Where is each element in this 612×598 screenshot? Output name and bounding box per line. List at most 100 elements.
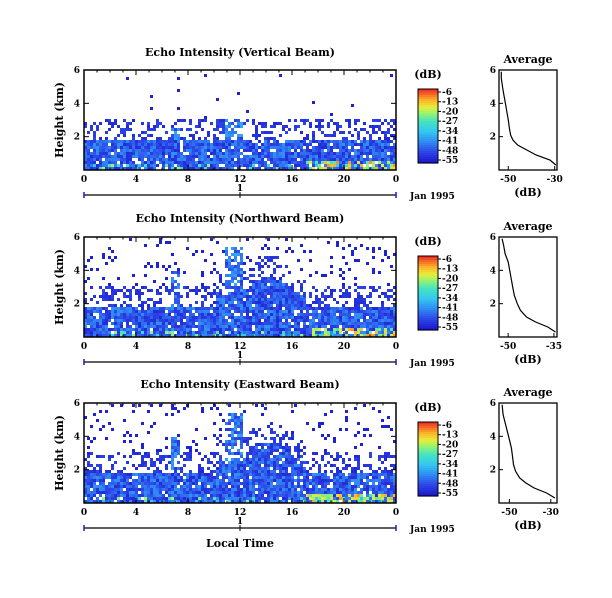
heatmap-cell [264,295,267,298]
heatmap-cell [123,334,126,337]
heatmap-cell [363,146,366,149]
heatmap-cell [114,292,117,295]
heatmap-cell [261,473,264,476]
heatmap-cell [117,470,120,473]
heatmap-cell [336,485,339,488]
heatmap-cell [267,322,270,325]
heatmap-cell [84,152,87,155]
heatmap-cell [165,464,168,467]
heatmap-cell [246,437,249,440]
heatmap-cell [207,500,210,503]
heatmap-cell [207,155,210,158]
colorbar-segment [418,113,438,116]
heatmap-cell [123,295,126,298]
heatmap-cell [264,322,267,325]
heatmap-cell [153,140,156,143]
heatmap-cell [303,482,306,485]
heatmap-cell [351,155,354,158]
heatmap-cell [225,164,228,167]
heatmap-cell [252,161,255,164]
heatmap-cell [204,322,207,325]
heatmap-cell [231,131,234,134]
heatmap-cell [93,467,96,470]
heatmap-cell [339,131,342,134]
heatmap-cell [372,158,375,161]
heatmap-cell [201,146,204,149]
heatmap-cell [132,313,135,316]
heatmap-cell [291,158,294,161]
heatmap-cell [171,488,174,491]
colorbar-segment [418,129,438,132]
heatmap-cell [348,313,351,316]
heatmap-cell [252,295,255,298]
heatmap-cell [228,262,231,265]
heatmap-cell [267,473,270,476]
heatmap-cell [171,404,174,407]
colorbar-segment [418,256,438,259]
heatmap-cell [84,149,87,152]
heatmap-cell [288,455,291,458]
heatmap-cell [336,500,339,503]
heatmap-cell [129,491,132,494]
heatmap-cell [192,313,195,316]
heatmap-cell [111,310,114,313]
heatmap-cell [126,307,129,310]
heatmap-cell [228,482,231,485]
heatmap-cell [279,446,282,449]
heatmap-cell [324,316,327,319]
heatmap-cell [288,488,291,491]
heatmap-cell [114,473,117,476]
heatmap-cell [303,316,306,319]
heatmap-cell [261,313,264,316]
heatmap-cell [96,479,99,482]
heatmap-cell [108,485,111,488]
heatmap-cell [204,158,207,161]
heatmap-cell [384,473,387,476]
heatmap-cell [138,298,141,301]
heatmap-cell [384,467,387,470]
heatmap-cell [291,473,294,476]
heatmap-cell [321,313,324,316]
profile-frame [498,402,558,504]
heatmap-cells [84,404,396,503]
heatmap-cell [195,250,198,253]
heatmap-cell [219,310,222,313]
heatmap-cell [294,158,297,161]
heatmap-cell [273,431,276,434]
heatmap-cell [234,155,237,158]
heatmap-cell [387,479,390,482]
heatmap-cell [99,316,102,319]
heatmap-cell [246,328,249,331]
heatmap-cell [165,289,168,292]
heatmap-cell [195,485,198,488]
heatmap-cell [288,464,291,467]
heatmap-cell [387,122,390,125]
heatmap-cell [267,334,270,337]
heatmap-cell [273,437,276,440]
heatmap-cell [258,316,261,319]
heatmap-cell [270,301,273,304]
heatmap-cell [261,289,264,292]
heatmap-cell [285,140,288,143]
heatmap-cell [312,491,315,494]
heatmap-cell [108,455,111,458]
heatmap-cell [195,331,198,334]
heatmap-cell [231,485,234,488]
heatmap-cell [144,301,147,304]
heatmap-cell [294,155,297,158]
heatmap-cell [144,461,147,464]
heatmap-cell [336,158,339,161]
heatmap-cell [90,473,93,476]
heatmap-cell [354,470,357,473]
heatmap-cell [249,149,252,152]
heatmap-cell [102,313,105,316]
heatmap-cell [237,149,240,152]
heatmap-cell [147,143,150,146]
heatmap-cell [141,137,144,140]
heatmap-cell [165,479,168,482]
heatmap-cell [372,479,375,482]
heatmap-cell [288,491,291,494]
heatmap-cell [234,416,237,419]
heatmap-cell [261,322,264,325]
heatmap-cell [363,128,366,131]
